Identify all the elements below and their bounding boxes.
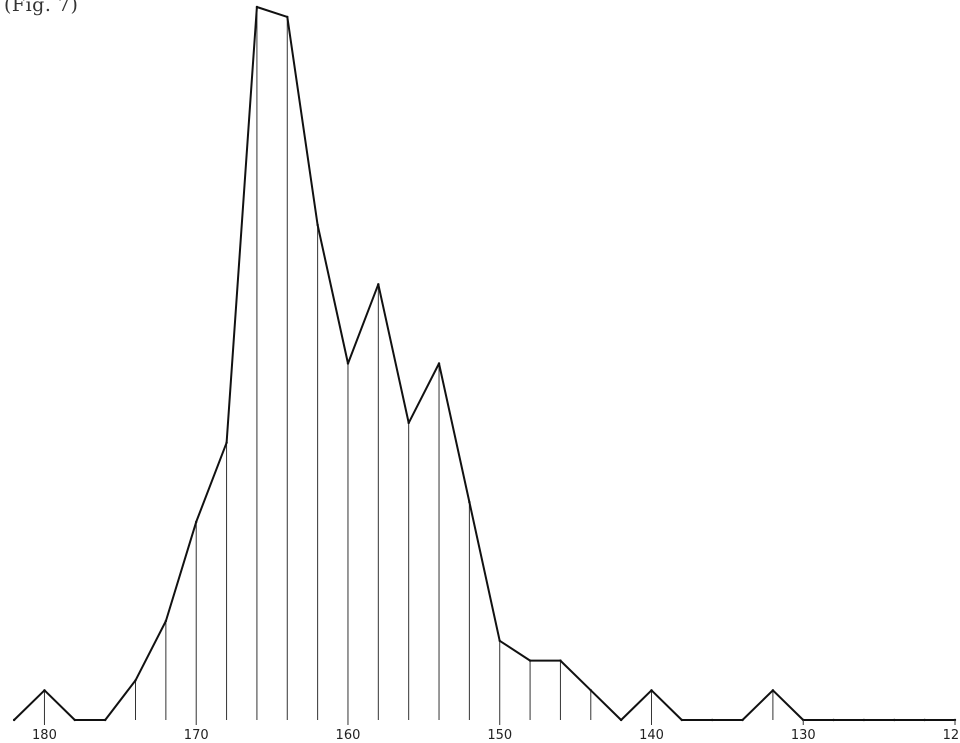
- data-point-154: [437, 362, 441, 365]
- data-point-150: [498, 639, 501, 642]
- data-point-168: [225, 441, 228, 444]
- figure-caption-fragment: (Fig. 7): [4, 0, 79, 16]
- data-point-182: [12, 718, 16, 722]
- data-point-144: [589, 689, 592, 692]
- data-point-132: [771, 689, 775, 692]
- x-tick-labels-group: 180 170 160 150 140 130 120: [32, 728, 960, 743]
- data-point-166: [255, 5, 259, 9]
- data-point-172: [164, 619, 168, 623]
- data-point-174: [134, 679, 137, 682]
- x-tick-marks-group: [43, 720, 956, 725]
- data-point-140: [650, 689, 653, 692]
- x-tick-label-180: 180: [32, 728, 57, 743]
- data-point-124: [893, 718, 896, 722]
- data-point-126: [862, 718, 866, 722]
- data-point-178: [73, 718, 77, 722]
- data-point-180: [43, 689, 46, 692]
- data-point-128: [832, 718, 835, 722]
- data-point-156: [407, 421, 410, 425]
- x-tick-label-120: 120: [943, 728, 960, 743]
- x-tick-label-160: 160: [336, 728, 361, 743]
- series-line: [13, 6, 955, 721]
- x-tick-label-140: 140: [639, 728, 664, 743]
- data-point-162: [316, 223, 319, 227]
- data-point-152: [468, 500, 471, 504]
- data-point-142: [619, 718, 623, 722]
- data-point-148: [528, 659, 532, 662]
- data-point-158: [377, 283, 380, 286]
- data-point-122: [923, 718, 926, 722]
- x-tick-label-150: 150: [487, 728, 512, 743]
- data-points-group: [12, 5, 957, 722]
- data-point-160: [346, 362, 350, 365]
- data-point-164: [286, 15, 289, 19]
- x-tick-label-130: 130: [791, 728, 816, 743]
- data-point-170: [195, 520, 198, 524]
- data-point-136: [710, 718, 714, 722]
- x-tick-label-170: 170: [184, 728, 209, 743]
- drop-lines-group: [43, 7, 774, 720]
- data-point-146: [559, 659, 562, 662]
- data-point-134: [741, 718, 744, 722]
- data-point-176: [103, 718, 107, 722]
- data-point-138: [680, 718, 684, 722]
